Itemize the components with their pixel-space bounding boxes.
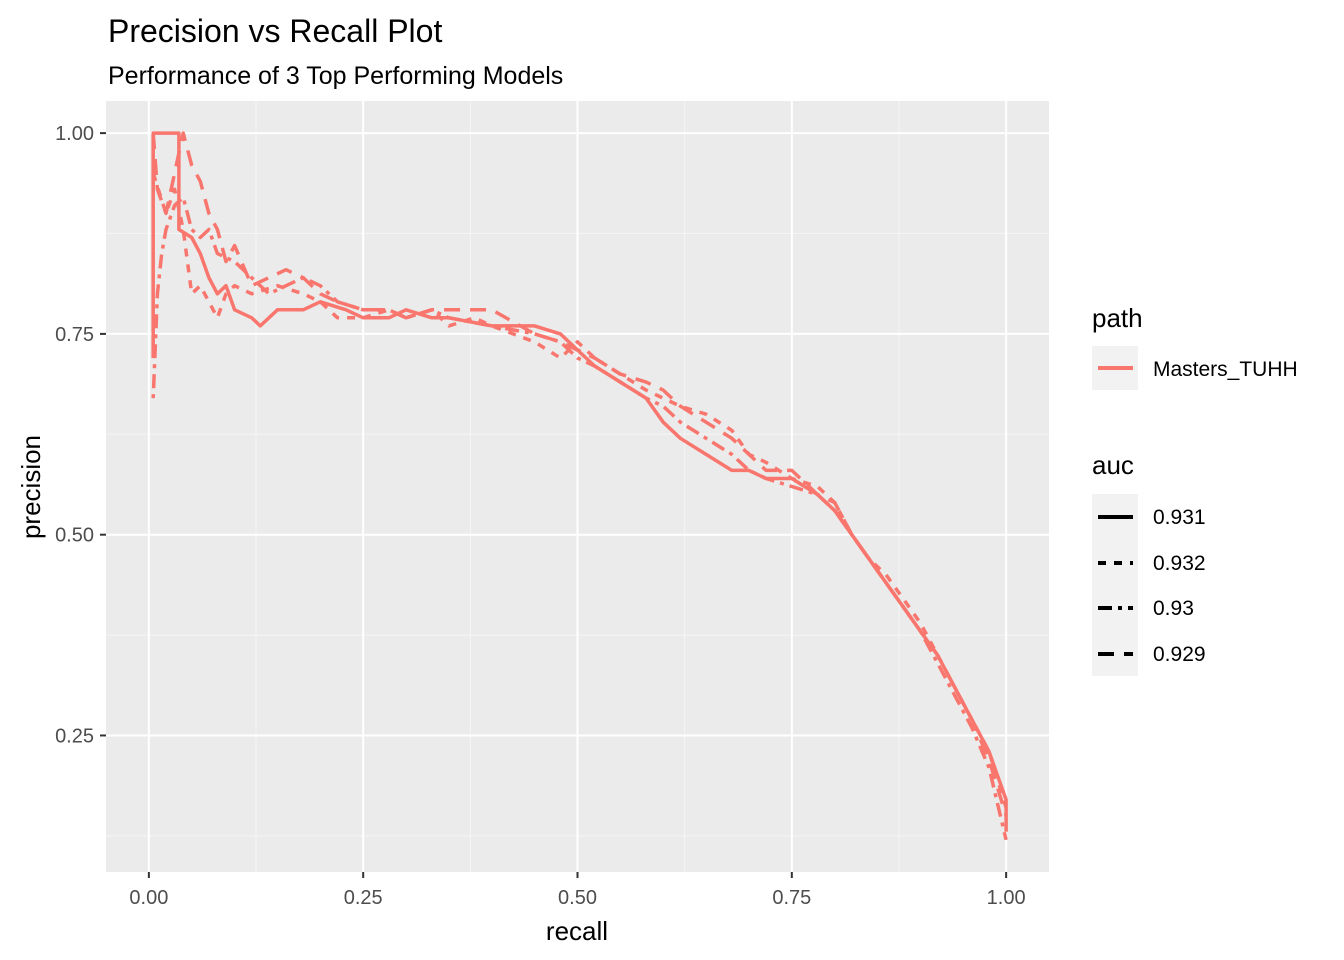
- y-ticks: 0.25 0.50 0.75 1.00: [55, 123, 106, 747]
- legend-label-auc-4: 0.929: [1153, 643, 1206, 666]
- legend: path Masters_TUHH auc 0.931 0.932 0.93 0…: [1092, 303, 1298, 676]
- x-ticks: 0.00 0.25 0.50 0.75 1.00: [129, 872, 1026, 909]
- legend-title-auc: auc: [1092, 450, 1134, 480]
- grid-major: [106, 101, 1049, 872]
- series-layer: [151, 131, 1008, 841]
- x-tick-label-1: 0.25: [344, 887, 383, 909]
- legend-key-bg-auc: [1092, 494, 1138, 676]
- legend-label-auc-3: 0.93: [1153, 597, 1194, 620]
- legend-title-path: path: [1092, 303, 1143, 333]
- x-axis-title: recall: [546, 916, 608, 946]
- y-tick-label-0: 0.25: [55, 725, 94, 747]
- chart-subtitle: Performance of 3 Top Performing Models: [108, 62, 563, 90]
- x-tick-label-2: 0.50: [558, 887, 597, 909]
- series-line-4: [151, 195, 1008, 841]
- y-tick-label-2: 0.75: [55, 324, 94, 346]
- legend-label-path: Masters_TUHH: [1153, 358, 1298, 381]
- x-tick-label-4: 1.00: [987, 887, 1026, 909]
- legend-label-auc-1: 0.931: [1153, 506, 1206, 529]
- x-tick-label-0: 0.00: [129, 887, 168, 909]
- x-tick-label-3: 0.75: [772, 887, 811, 909]
- legend-label-auc-2: 0.932: [1153, 552, 1206, 575]
- chart-title: Precision vs Recall Plot: [108, 13, 442, 49]
- y-tick-label-3: 1.00: [55, 123, 94, 145]
- y-axis-title: precision: [16, 435, 46, 539]
- y-tick-label-1: 0.50: [55, 525, 94, 547]
